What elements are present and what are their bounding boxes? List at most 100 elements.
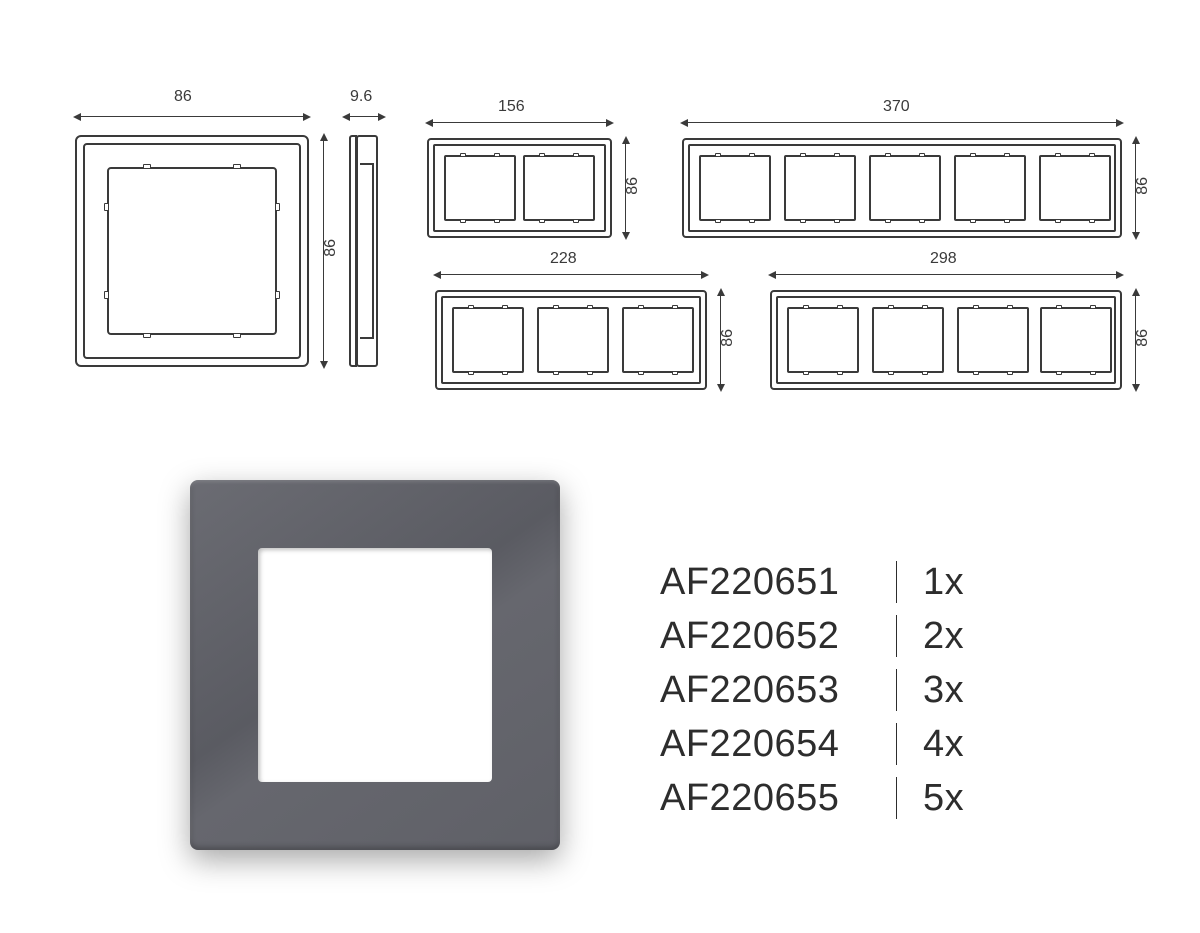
dim-arrow-line (1135, 290, 1136, 390)
module-clip (1089, 153, 1095, 157)
module-clip (888, 305, 894, 309)
dim-single-height-label: 86 (322, 239, 340, 257)
arrowhead-left-icon (425, 119, 433, 127)
single-frame-inner (83, 143, 301, 359)
single-frame-outline (75, 135, 309, 367)
part-code: AF220655 (660, 777, 870, 820)
module-clip (553, 371, 559, 375)
arrowhead-down-icon (1132, 384, 1140, 392)
module-clip (800, 219, 806, 223)
module-clip (837, 371, 843, 375)
part-code: AF220654 (660, 723, 870, 766)
module-clip (970, 219, 976, 223)
dim-quint-width-label: 370 (883, 98, 910, 116)
module-clip (885, 153, 891, 157)
quint-frame-outline (682, 138, 1122, 238)
dim-arrow-line (720, 290, 721, 390)
module-clip (803, 371, 809, 375)
arrowhead-up-icon (622, 136, 630, 144)
dim-arrow-line (427, 122, 612, 123)
arrowhead-up-icon (717, 288, 725, 296)
module-clip (672, 371, 678, 375)
module-clip (1056, 371, 1062, 375)
part-row: AF220655 5x (660, 771, 964, 825)
arrowhead-right-icon (1116, 119, 1124, 127)
dim-depth-label: 9.6 (350, 88, 372, 106)
side-profile-inner (360, 163, 374, 339)
part-row: AF220651 1x (660, 555, 964, 609)
module-clip (973, 305, 979, 309)
module (872, 307, 944, 373)
module (869, 155, 941, 221)
module-clip (1056, 305, 1062, 309)
module-clip (800, 153, 806, 157)
triple-frame-outline (435, 290, 707, 390)
module-clip (803, 305, 809, 309)
module (444, 155, 516, 221)
module-clip (539, 153, 545, 157)
dim-arrow-line (770, 274, 1122, 275)
module-clip (104, 203, 109, 211)
module-clip (468, 371, 474, 375)
module-clip (837, 305, 843, 309)
dim-triple-height-label: 86 (719, 329, 737, 347)
module-clip (672, 305, 678, 309)
module-clip (460, 219, 466, 223)
arrowhead-left-icon (73, 113, 81, 121)
module-clip (1090, 371, 1096, 375)
module-clip (970, 153, 976, 157)
module-clip (1007, 305, 1013, 309)
dim-arrow-line (682, 122, 1122, 123)
module-clip (494, 219, 500, 223)
module-clip (468, 305, 474, 309)
part-code: AF220653 (660, 669, 870, 712)
module-clip (587, 371, 593, 375)
part-separator (896, 561, 897, 603)
module-clip (502, 305, 508, 309)
arrowhead-down-icon (320, 361, 328, 369)
module-clip (275, 203, 280, 211)
side-profile (347, 135, 381, 367)
module-clip (587, 305, 593, 309)
module-clip (553, 305, 559, 309)
module-clip (233, 333, 241, 338)
module-clip (539, 219, 545, 223)
part-qty: 2x (923, 615, 964, 658)
module (1040, 307, 1112, 373)
arrowhead-down-icon (1132, 232, 1140, 240)
module (622, 307, 694, 373)
module (787, 307, 859, 373)
part-separator (896, 723, 897, 765)
module-clip (1090, 305, 1096, 309)
module-clip (1004, 153, 1010, 157)
product-render-cutout (258, 548, 492, 782)
module-clip (502, 371, 508, 375)
dim-arrow-line (1135, 138, 1136, 238)
module-clip (973, 371, 979, 375)
module (699, 155, 771, 221)
arrowhead-right-icon (303, 113, 311, 121)
part-table: AF220651 1x AF220652 2x AF220653 3x AF22… (660, 555, 964, 825)
module-clip (275, 291, 280, 299)
dim-arrow-line (435, 274, 707, 275)
dim-single-width-label: 86 (174, 88, 192, 106)
module-clip (1007, 371, 1013, 375)
part-separator (896, 669, 897, 711)
dim-arrow-line (323, 135, 324, 367)
double-frame-inner (433, 144, 606, 232)
module (537, 307, 609, 373)
part-separator (896, 615, 897, 657)
part-qty: 4x (923, 723, 964, 766)
part-qty: 3x (923, 669, 964, 712)
page-root: 86 9.6 86 (0, 0, 1200, 933)
module-clip (143, 333, 151, 338)
module-clip (749, 219, 755, 223)
module-clip (1004, 219, 1010, 223)
module-clip (834, 219, 840, 223)
quint-frame-inner (688, 144, 1116, 232)
triple-frame-inner (441, 296, 701, 384)
module-clip (233, 164, 241, 169)
module-clip (749, 153, 755, 157)
module-clip (885, 219, 891, 223)
module-clip (715, 153, 721, 157)
